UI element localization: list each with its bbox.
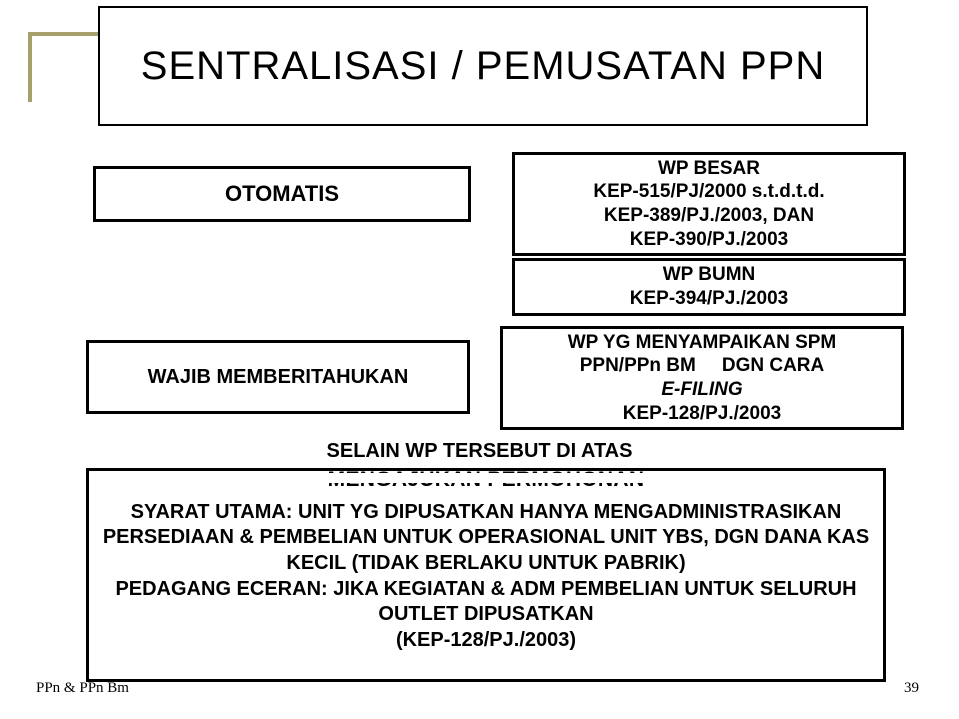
wp-bumn-text: WP BUMN KEP-394/PJ./2003 [630,263,788,311]
efiling-line3: E-FILING [509,378,895,402]
box-wajib: WAJIB MEMBERITAHUKAN [86,340,470,414]
slide-title-text: SENTRALISASI / PEMUSATAN PPN [141,43,825,89]
wp-besar-text: WP BESAR KEP-515/PJ/2000 s.t.d.t.d. KEP-… [593,157,824,252]
page-number: 39 [904,680,919,697]
efiling-line4: KEP-128/PJ./2003 [509,402,895,426]
mengajukan-kep: (KEP-128/PJ./2003) [95,628,877,654]
efiling-line2b: DGN CARA [722,355,824,376]
footer-left: PPn & PPn Bm [36,680,129,697]
otomatis-label: OTOMATIS [225,180,339,208]
box-wp-bumn: WP BUMN KEP-394/PJ./2003 [512,258,906,316]
box-efiling: WP YG MENYAMPAIKAN SPM PPN/PPn BM DGN CAR… [500,326,904,430]
wajib-text: WAJIB MEMBERITAHUKAN [148,365,409,390]
box-wp-besar: WP BESAR KEP-515/PJ/2000 s.t.d.t.d. KEP-… [512,152,906,256]
efiling-line2a: PPN/PPn BM [580,355,696,376]
mengajukan-heading: MENGAJUKAN PERMOHONAN [95,468,877,494]
efiling-line1: WP YG MENYAMPAIKAN SPM [509,331,895,355]
box-mengajukan: MENGAJUKAN PERMOHONAN SYARAT UTAMA: UNIT… [86,468,886,682]
box-otomatis: OTOMATIS [93,166,471,222]
slide-title: SENTRALISASI / PEMUSATAN PPN [98,6,868,126]
mengajukan-body: SYARAT UTAMA: UNIT YG DIPUSATKAN HANYA M… [95,500,877,628]
selain-text: SELAIN WP TERSEBUT DI ATAS [0,440,959,463]
